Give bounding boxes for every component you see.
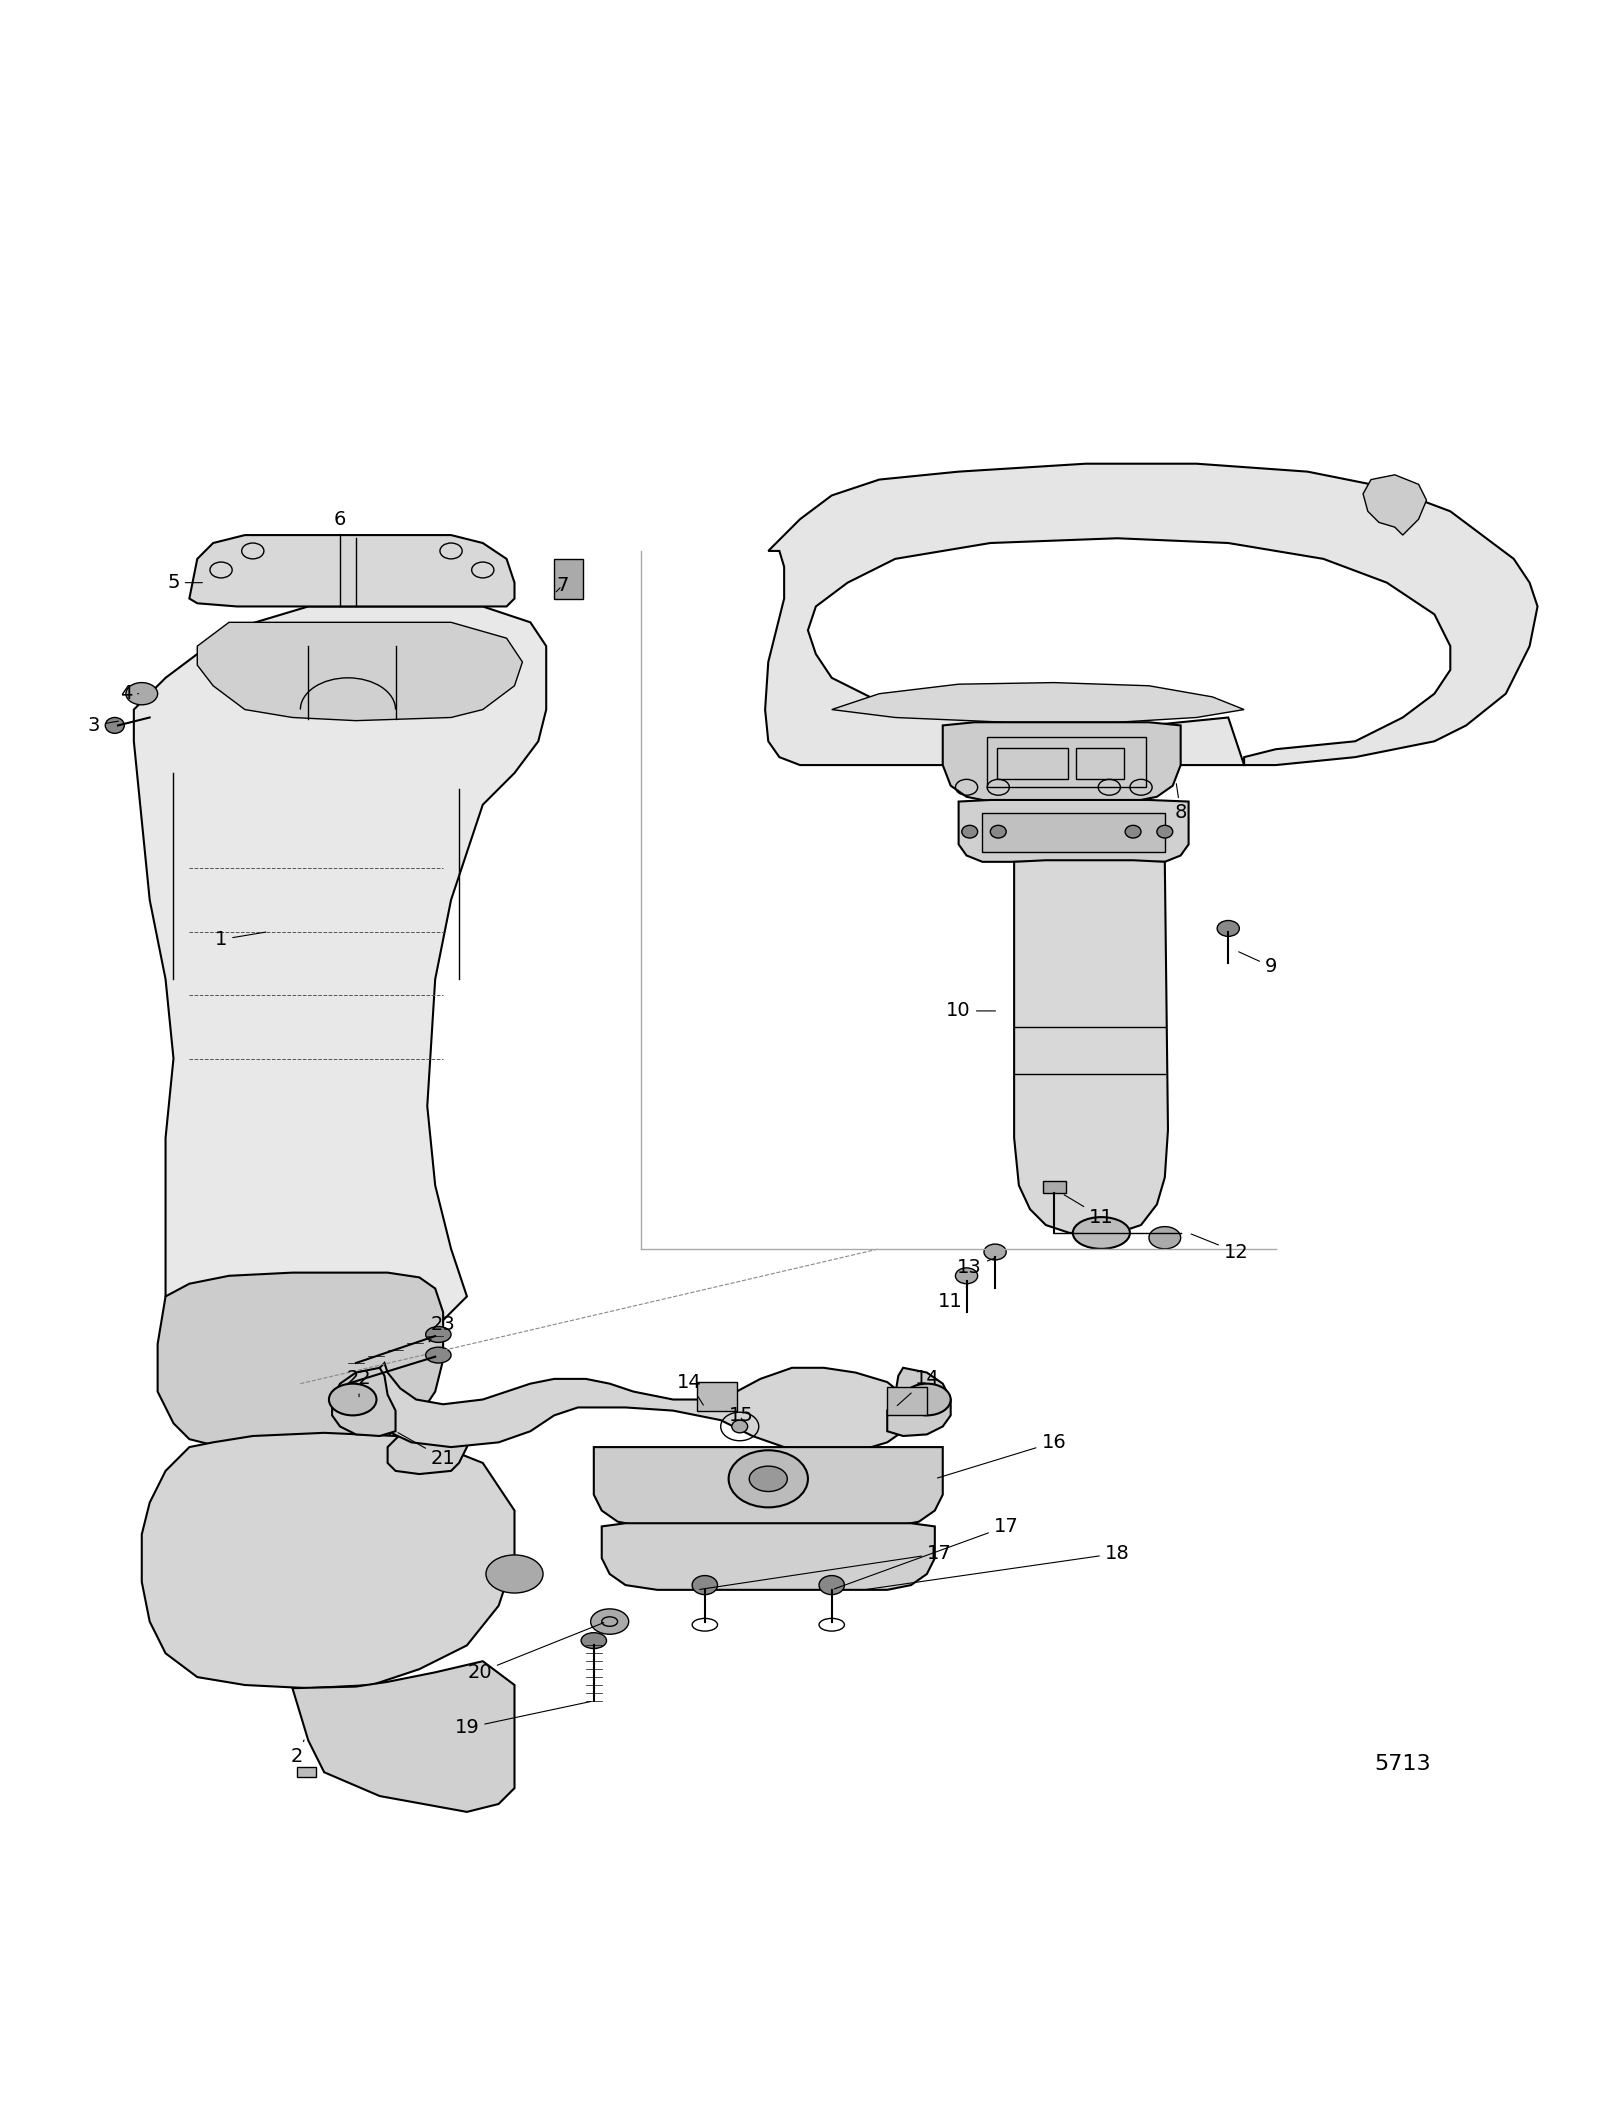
- Bar: [554, 559, 582, 599]
- Ellipse shape: [126, 682, 158, 705]
- Text: 9: 9: [1238, 953, 1277, 976]
- Bar: [1075, 747, 1123, 779]
- Ellipse shape: [731, 1421, 747, 1433]
- Ellipse shape: [728, 1450, 808, 1507]
- Bar: [982, 813, 1165, 853]
- Ellipse shape: [426, 1327, 451, 1342]
- Ellipse shape: [962, 826, 978, 838]
- Bar: [1043, 1181, 1067, 1194]
- Bar: [997, 747, 1069, 779]
- Text: 20: 20: [467, 1622, 603, 1681]
- Ellipse shape: [590, 1609, 629, 1634]
- Polygon shape: [197, 622, 523, 720]
- Text: 5713: 5713: [1374, 1755, 1430, 1774]
- Text: 17: 17: [834, 1518, 1019, 1590]
- Ellipse shape: [1125, 826, 1141, 838]
- Polygon shape: [142, 1433, 515, 1687]
- Bar: [298, 1768, 317, 1776]
- Text: 11: 11: [938, 1285, 968, 1310]
- Bar: [888, 1387, 926, 1416]
- Text: 16: 16: [938, 1433, 1066, 1478]
- Text: 13: 13: [957, 1257, 995, 1277]
- Text: 17: 17: [699, 1543, 952, 1590]
- Polygon shape: [333, 1368, 395, 1435]
- Ellipse shape: [1074, 1217, 1130, 1249]
- Polygon shape: [387, 1423, 475, 1473]
- Polygon shape: [134, 605, 546, 1454]
- Text: 3: 3: [88, 716, 118, 735]
- Text: 7: 7: [555, 576, 568, 595]
- Text: 6: 6: [334, 510, 346, 536]
- Text: 2: 2: [291, 1740, 304, 1766]
- Polygon shape: [293, 1662, 515, 1812]
- Ellipse shape: [581, 1632, 606, 1649]
- Text: 15: 15: [730, 1406, 754, 1425]
- Polygon shape: [1014, 860, 1168, 1232]
- Text: 1: 1: [214, 929, 266, 948]
- Polygon shape: [602, 1524, 934, 1590]
- Polygon shape: [765, 464, 1538, 764]
- Ellipse shape: [693, 1575, 717, 1594]
- Polygon shape: [832, 682, 1245, 722]
- Polygon shape: [942, 722, 1181, 802]
- Bar: [698, 1382, 736, 1410]
- Ellipse shape: [1149, 1226, 1181, 1249]
- Ellipse shape: [426, 1346, 451, 1363]
- Polygon shape: [1363, 474, 1427, 536]
- Text: 5: 5: [168, 574, 203, 593]
- Text: 12: 12: [1190, 1234, 1248, 1262]
- Text: 14: 14: [677, 1372, 704, 1406]
- Polygon shape: [158, 1272, 443, 1450]
- Ellipse shape: [486, 1556, 542, 1592]
- Text: 23: 23: [429, 1315, 456, 1342]
- Text: 18: 18: [866, 1543, 1130, 1590]
- Ellipse shape: [819, 1575, 845, 1594]
- Ellipse shape: [1218, 921, 1240, 936]
- Polygon shape: [594, 1448, 942, 1526]
- Ellipse shape: [955, 1268, 978, 1283]
- Ellipse shape: [749, 1467, 787, 1492]
- Polygon shape: [888, 1368, 950, 1435]
- Ellipse shape: [984, 1245, 1006, 1260]
- Ellipse shape: [1157, 826, 1173, 838]
- Text: 14: 14: [898, 1370, 939, 1406]
- Text: 21: 21: [398, 1433, 456, 1467]
- Text: 22: 22: [347, 1370, 371, 1397]
- Text: 11: 11: [1064, 1194, 1114, 1226]
- Text: 10: 10: [946, 1001, 995, 1020]
- Text: 19: 19: [454, 1702, 590, 1738]
- Text: 4: 4: [120, 684, 139, 703]
- Polygon shape: [958, 800, 1189, 862]
- Text: 8: 8: [1174, 783, 1187, 821]
- Bar: [987, 737, 1146, 788]
- Polygon shape: [379, 1363, 910, 1452]
- Polygon shape: [189, 536, 515, 605]
- Ellipse shape: [330, 1385, 376, 1416]
- Ellipse shape: [990, 826, 1006, 838]
- Ellipse shape: [902, 1385, 950, 1416]
- Ellipse shape: [106, 718, 125, 732]
